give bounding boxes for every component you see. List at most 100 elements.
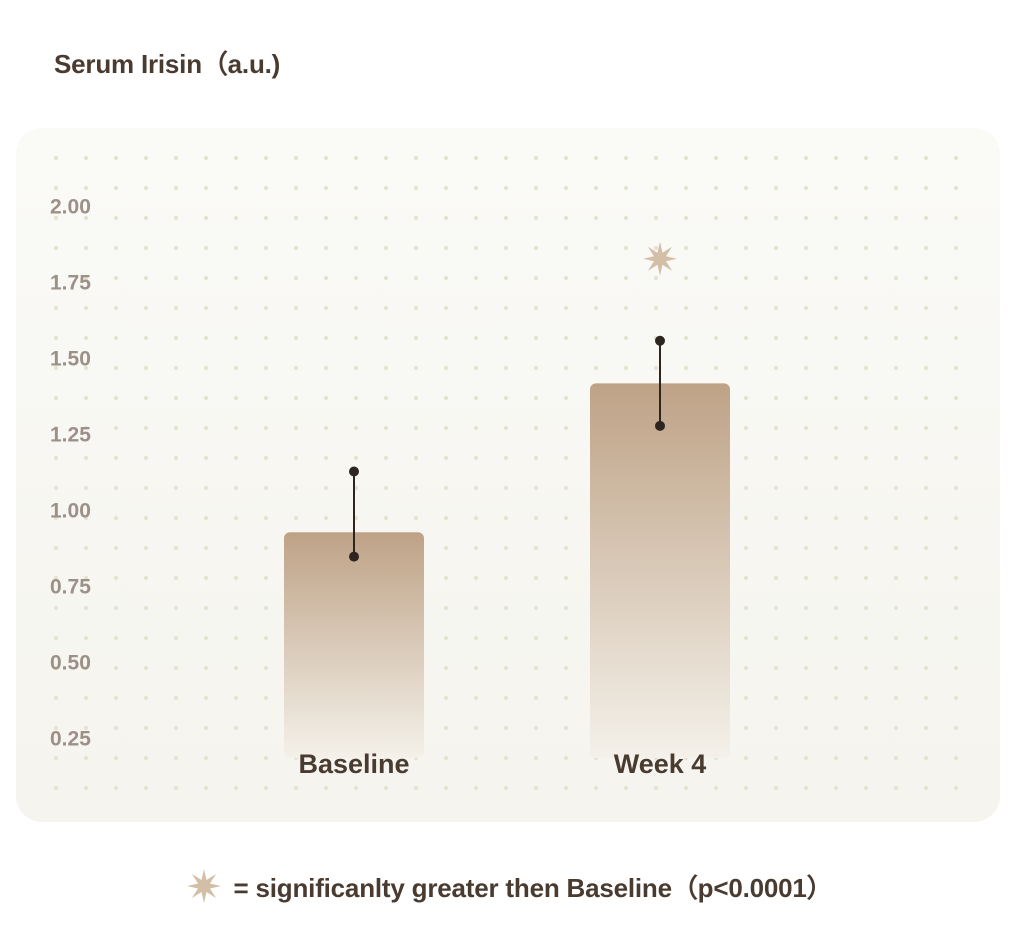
grid-dot xyxy=(113,785,119,791)
grid-dot xyxy=(53,785,59,791)
grid-dot xyxy=(833,305,839,311)
grid-dot xyxy=(383,365,389,371)
grid-dot xyxy=(743,515,749,521)
grid-dot xyxy=(833,635,839,641)
grid-dot xyxy=(863,395,869,401)
grid-dot xyxy=(173,155,179,161)
grid-dot xyxy=(713,245,719,251)
grid-dot xyxy=(533,605,539,611)
grid-dot xyxy=(533,395,539,401)
grid-dot xyxy=(953,755,959,761)
grid-dot xyxy=(113,665,119,671)
grid-dot xyxy=(503,215,509,221)
grid-dot xyxy=(53,185,59,191)
grid-dot xyxy=(713,215,719,221)
grid-dot xyxy=(953,545,959,551)
grid-dot xyxy=(383,215,389,221)
grid-dot xyxy=(923,395,929,401)
category-label: Week 4 xyxy=(614,749,707,779)
grid-dot xyxy=(683,275,689,281)
grid-dot xyxy=(563,665,569,671)
grid-dot xyxy=(353,275,359,281)
grid-dot xyxy=(953,275,959,281)
grid-dot xyxy=(413,275,419,281)
grid-dot xyxy=(833,275,839,281)
grid-dot xyxy=(773,635,779,641)
grid-dot xyxy=(803,605,809,611)
grid-dot xyxy=(173,755,179,761)
grid-dot xyxy=(533,545,539,551)
grid-dot xyxy=(683,215,689,221)
grid-dot xyxy=(443,725,449,731)
grid-dot xyxy=(683,185,689,191)
grid-dot xyxy=(893,185,899,191)
grid-dot xyxy=(263,275,269,281)
grid-dot xyxy=(833,605,839,611)
grid-dot xyxy=(563,275,569,281)
grid-dot xyxy=(893,515,899,521)
grid-dot xyxy=(233,215,239,221)
grid-dot xyxy=(233,485,239,491)
grid-dot xyxy=(53,725,59,731)
grid-dot xyxy=(863,365,869,371)
grid-dot xyxy=(503,305,509,311)
grid-dot xyxy=(953,395,959,401)
bar-baseline xyxy=(284,532,424,758)
grid-dot xyxy=(473,485,479,491)
grid-dot xyxy=(743,425,749,431)
grid-dot xyxy=(233,755,239,761)
y-tick-label: 1.00 xyxy=(50,500,91,523)
grid-dot xyxy=(143,785,149,791)
grid-dot xyxy=(293,425,299,431)
grid-dot xyxy=(233,305,239,311)
grid-dot xyxy=(743,395,749,401)
grid-dot xyxy=(953,365,959,371)
grid-dot xyxy=(863,215,869,221)
grid-dot xyxy=(923,305,929,311)
grid-dot xyxy=(563,575,569,581)
grid-dot xyxy=(353,185,359,191)
grid-dot xyxy=(233,695,239,701)
grid-dot xyxy=(773,785,779,791)
grid-dot xyxy=(563,635,569,641)
grid-dot xyxy=(383,515,389,521)
grid-dot xyxy=(83,245,89,251)
grid-dot xyxy=(593,335,599,341)
y-axis-title: Serum Irisin（a.u.) xyxy=(54,49,281,79)
grid-dot xyxy=(383,485,389,491)
grid-dot xyxy=(233,395,239,401)
grid-dot xyxy=(83,395,89,401)
grid-dot xyxy=(803,395,809,401)
grid-dot xyxy=(413,335,419,341)
grid-dot xyxy=(503,425,509,431)
grid-dot xyxy=(773,395,779,401)
grid-dot xyxy=(833,515,839,521)
grid-dot xyxy=(203,155,209,161)
grid-dot xyxy=(863,185,869,191)
grid-dot xyxy=(863,515,869,521)
grid-dot xyxy=(563,725,569,731)
grid-dot xyxy=(803,155,809,161)
grid-dot xyxy=(293,485,299,491)
grid-dot xyxy=(803,515,809,521)
grid-dot xyxy=(743,155,749,161)
grid-dot xyxy=(743,785,749,791)
grid-dot xyxy=(713,785,719,791)
grid-dot xyxy=(533,575,539,581)
grid-dot xyxy=(623,185,629,191)
grid-dot xyxy=(263,215,269,221)
grid-dot xyxy=(203,545,209,551)
grid-dot xyxy=(893,365,899,371)
grid-dot xyxy=(263,755,269,761)
grid-dot xyxy=(863,455,869,461)
grid-dot xyxy=(743,545,749,551)
grid-dot xyxy=(173,305,179,311)
grid-dot xyxy=(563,245,569,251)
grid-dot xyxy=(923,425,929,431)
grid-dot xyxy=(203,785,209,791)
grid-dot xyxy=(863,695,869,701)
grid-dot xyxy=(173,665,179,671)
grid-dot xyxy=(443,755,449,761)
grid-dot xyxy=(773,485,779,491)
